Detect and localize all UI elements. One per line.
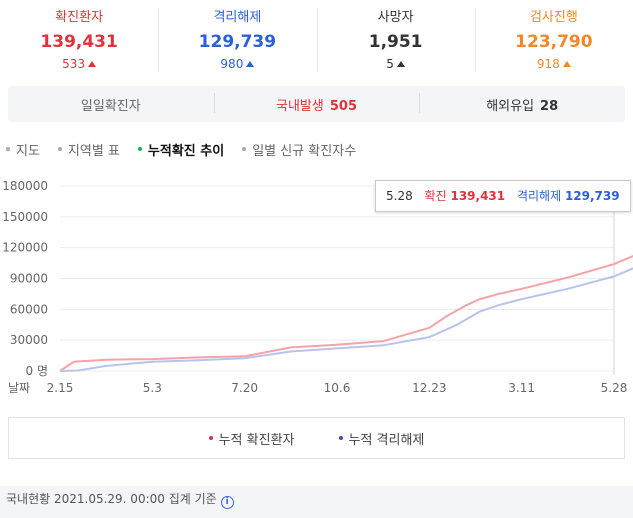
cumulative-chart: 0 명 30000 60000 90000 120000 150000 180000 2.15…: [2, 179, 633, 395]
stat-value: 139,431: [40, 32, 118, 52]
y-tick-label: 150000: [2, 210, 48, 224]
arrow-up-icon: [246, 61, 255, 67]
legend-dot-icon: [338, 436, 343, 440]
tab-map[interactable]: 지도: [6, 140, 40, 159]
x-tick-label: 5.28: [601, 381, 628, 395]
tab-label: 누적확진 추이: [147, 143, 225, 159]
view-tabs: 지도 지역별 표 누적확진 추이 일별 신규 확진자수: [6, 139, 374, 159]
legend-label: 누적 확진환자: [218, 432, 295, 448]
stat-value: 123,790: [515, 32, 593, 52]
info-icon[interactable]: i: [220, 496, 234, 509]
tab-label: 지도: [16, 143, 40, 159]
tab-cumulative-trend[interactable]: 누적확진 추이: [137, 140, 225, 159]
stat-confirmed: 확진환자 139,431 533: [0, 0, 158, 80]
x-axis-label: 날짜: [8, 381, 30, 395]
y-tick-label: 30000: [10, 333, 48, 347]
stat-testing: 검사진행 123,790 918: [474, 0, 633, 80]
y-tick-label: 0 명: [26, 364, 49, 378]
tooltip-date: 5.28: [386, 189, 413, 203]
tooltip-confirmed-value: 139,431: [450, 189, 506, 203]
stat-label: 사망자: [377, 10, 414, 25]
chart-legend: 누적 확진환자 누적 격리해제: [8, 417, 625, 459]
overseas-value: 28: [540, 98, 559, 114]
arrow-up-icon: [562, 61, 571, 67]
tab-region-table[interactable]: 지역별 표: [57, 140, 120, 159]
tab-label: 지역별 표: [67, 143, 120, 159]
tooltip-released-label: 격리해제: [516, 189, 562, 203]
stat-deaths: 사망자 1,951 5: [316, 0, 475, 80]
chart-tooltip: 5.28 확진 139,431 격리해제 129,739: [375, 180, 631, 212]
domestic-label: 국내발생: [276, 98, 324, 114]
tab-daily-new[interactable]: 일별 신규 확진자수: [242, 140, 356, 159]
legend-dot-icon: [208, 436, 213, 440]
y-tick-label: 180000: [2, 179, 48, 193]
footer-note: 국내현황 2021.05.29. 00:00 집계 기준 i: [0, 486, 633, 518]
daily-label: 일일확진자: [8, 95, 214, 114]
bullet-icon: [6, 147, 10, 151]
series-line-confirmed: [59, 254, 633, 372]
stat-delta: 533: [0, 57, 158, 71]
y-tick-label: 60000: [10, 302, 48, 316]
stat-label: 확진환자: [55, 10, 104, 25]
series-line-released: [59, 267, 633, 372]
daily-confirmed-bar: 일일확진자 국내발생 505 해외유입 28: [8, 86, 625, 122]
arrow-up-icon: [396, 61, 405, 67]
stat-label: 검사진행: [529, 10, 578, 25]
footer-text: 국내현황 2021.05.29. 00:00 집계 기준: [6, 492, 217, 506]
bullet-icon: [137, 147, 142, 151]
stats-summary: 확진환자 139,431 533 격리해제 129,739 980 사망자 1,…: [0, 0, 633, 80]
daily-label-text: 일일확진자: [80, 98, 141, 114]
x-tick-label: 2.15: [47, 381, 74, 395]
tab-label: 일별 신규 확진자수: [252, 143, 357, 159]
bullet-icon: [57, 147, 62, 151]
bullet-icon: [242, 147, 247, 151]
tooltip-confirmed-label: 확진: [424, 189, 447, 203]
stat-released: 격리해제 129,739 980: [158, 0, 316, 80]
domestic-cases: 국내발생 505: [213, 92, 420, 114]
stat-value: 1,951: [368, 32, 423, 52]
x-tick-label: 3.11: [508, 381, 535, 395]
stat-delta: 980: [158, 57, 316, 71]
x-tick-label: 12.23: [412, 381, 446, 395]
y-tick-label: 90000: [10, 272, 48, 286]
x-tick-label: 5.3: [143, 381, 162, 395]
legend-confirmed[interactable]: 누적 확진환자: [208, 429, 295, 448]
domestic-value: 505: [329, 98, 357, 114]
overseas-label: 해외유입: [486, 98, 535, 114]
tooltip-released-value: 129,739: [564, 189, 620, 203]
x-tick-label: 7.20: [231, 381, 258, 395]
legend-released[interactable]: 누적 격리해제: [338, 429, 425, 448]
stat-delta: 5: [317, 57, 475, 71]
overseas-cases: 해외유입 28: [419, 92, 625, 114]
stat-value: 129,739: [198, 32, 277, 52]
arrow-up-icon: [88, 61, 97, 67]
x-tick-label: 10.6: [324, 381, 351, 395]
stat-label: 격리해제: [213, 10, 262, 25]
y-tick-label: 120000: [2, 241, 48, 255]
stat-delta: 918: [475, 57, 633, 71]
legend-label: 누적 격리해제: [348, 432, 425, 448]
